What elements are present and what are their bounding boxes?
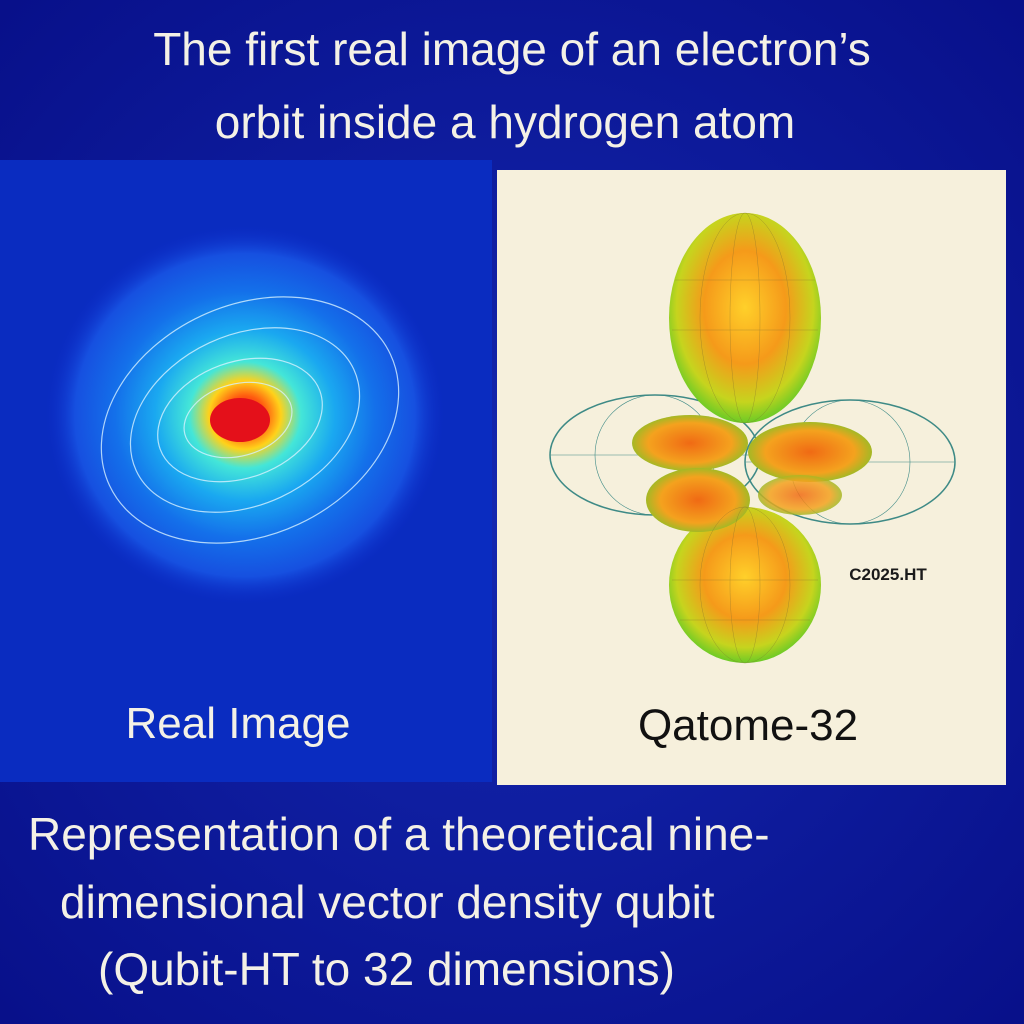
real-image-panel: Real Image — [0, 160, 492, 782]
caption-line: Representation of a theoretical nine- — [28, 808, 770, 860]
panel-label: Qatome-32 — [638, 701, 858, 750]
qatome-panel: C2025.HT Qatome-32 — [497, 170, 1006, 785]
caption-line: dimensional vector density qubit — [60, 876, 715, 928]
panel-label: Real Image — [125, 699, 350, 748]
watermark: C2025.HT — [849, 565, 927, 584]
title-line: The first real image of an electron’s — [153, 23, 871, 75]
title-line: orbit inside a hydrogen atom — [215, 96, 795, 148]
caption-line: (Qubit-HT to 32 dimensions) — [98, 943, 675, 995]
